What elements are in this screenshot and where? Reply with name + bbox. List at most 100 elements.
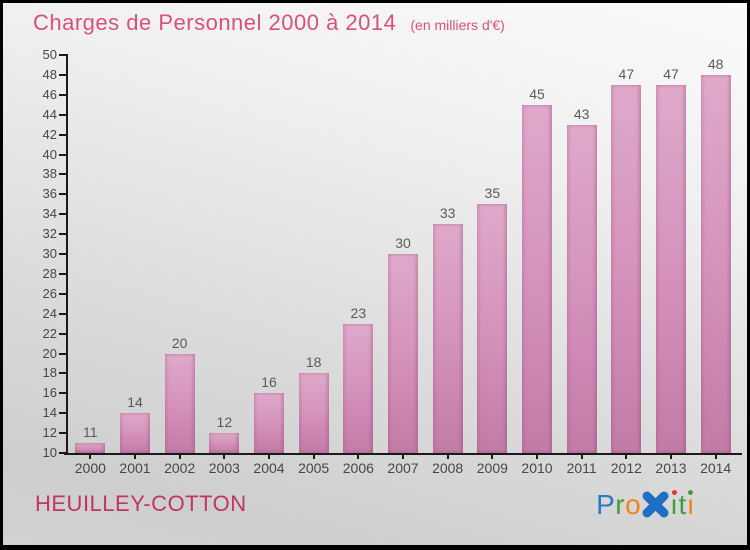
y-tick-mark <box>59 292 66 295</box>
y-tick-label: 20 <box>42 345 57 361</box>
y-tick-label: 48 <box>42 66 57 82</box>
x-tick-mark <box>402 455 404 459</box>
y-tick-label: 46 <box>42 86 57 102</box>
y-tick-label: 36 <box>42 186 57 202</box>
x-tick-label: 2007 <box>387 460 419 476</box>
y-tick-mark <box>59 153 66 156</box>
x-tick-mark <box>268 455 270 459</box>
chart-title: Charges de Personnel 2000 à 2014 <box>33 10 397 35</box>
x-tick-label: 2002 <box>164 460 196 476</box>
commune-name: HEUILLEY-COTTON <box>35 491 247 516</box>
bar-value-label: 11 <box>83 424 98 441</box>
bar-value-label: 14 <box>127 394 143 411</box>
y-tick-label: 34 <box>42 206 57 222</box>
y-tick-label: 26 <box>42 285 57 301</box>
y-tick-mark <box>59 193 66 196</box>
x-tick-label: 2004 <box>253 460 285 476</box>
proxiti-logo[interactable]: Pro ıt ı <box>596 489 695 521</box>
y-tick-mark <box>59 73 66 76</box>
bar-2014 <box>700 74 731 453</box>
x-tick-label: 2009 <box>476 460 508 476</box>
bar-2011 <box>566 124 597 453</box>
x-tick-label: 2011 <box>566 460 597 476</box>
bar-value-label: 45 <box>529 85 545 102</box>
y-tick-mark <box>59 213 66 216</box>
bar-value-label: 18 <box>305 354 322 371</box>
bar-2005 <box>298 373 329 453</box>
bar-2012 <box>611 84 642 453</box>
bar-2007 <box>388 254 418 453</box>
y-tick-mark <box>59 54 66 56</box>
x-tick-label: 2010 <box>521 460 553 476</box>
bar-chart-plot: 10 12 14 16 18 20 22 24 26 28 30 32 34 36 38 40 42 44 46 48… <box>3 3 747 545</box>
logo-i-dot <box>671 490 677 495</box>
bar-value-label: 12 <box>216 414 233 431</box>
x-tick-label: 2013 <box>655 460 687 476</box>
y-tick-mark <box>59 253 66 255</box>
x-axis-line <box>64 453 742 455</box>
x-tick-label: 2008 <box>432 460 464 476</box>
bar-2001 <box>120 413 150 453</box>
x-tick-label: 2005 <box>298 460 330 476</box>
y-tick-mark <box>59 272 66 275</box>
y-tick-label: 44 <box>42 106 57 122</box>
bar-value-label: 23 <box>350 304 367 321</box>
logo-letter-i: ı <box>686 489 695 520</box>
x-tick-label: 2006 <box>342 460 374 476</box>
x-tick-mark <box>625 455 628 459</box>
x-tick-mark <box>89 455 92 459</box>
y-tick-mark <box>59 412 66 415</box>
x-tick-mark <box>312 455 315 459</box>
y-tick-mark <box>59 352 66 355</box>
bar-2004 <box>254 393 284 453</box>
bar-2000 <box>75 443 106 453</box>
y-axis-line <box>66 54 68 455</box>
y-tick-label: 38 <box>42 166 57 182</box>
y-tick-label: 30 <box>42 246 57 261</box>
bar-2003 <box>209 433 240 453</box>
x-tick-mark <box>178 455 181 459</box>
x-tick-label: 2000 <box>74 460 106 476</box>
y-tick-mark <box>59 452 66 454</box>
y-tick-label: 16 <box>42 385 57 401</box>
logo-letter-o: o <box>625 489 642 520</box>
bar-value-label: 20 <box>171 334 188 351</box>
y-tick-mark <box>59 372 66 375</box>
y-tick-mark <box>59 233 66 236</box>
bar-2009 <box>477 204 508 453</box>
x-tick-mark <box>670 455 672 459</box>
y-tick-mark <box>59 432 66 435</box>
y-tick-label: 10 <box>42 445 57 460</box>
y-tick-mark <box>59 113 66 116</box>
bar-2013 <box>656 84 686 453</box>
y-tick-label: 24 <box>42 305 57 321</box>
y-tick-label: 18 <box>42 365 57 381</box>
x-tick-label: 2003 <box>208 460 240 476</box>
bar-value-label: 48 <box>707 55 724 72</box>
x-tick-mark <box>357 455 360 459</box>
y-tick-mark <box>59 93 66 96</box>
x-tick-mark <box>134 455 136 459</box>
y-tick-label: 28 <box>42 265 57 281</box>
chart-unit-note: (en milliers d'€) <box>410 17 505 33</box>
x-tick-mark <box>223 455 226 459</box>
x-tick-mark <box>580 455 583 459</box>
bar-2008 <box>432 224 463 453</box>
bar-2002 <box>164 353 195 453</box>
logo-letter-P: P <box>596 489 616 520</box>
logo-i-dot <box>688 490 694 495</box>
y-tick-label: 50 <box>42 47 57 62</box>
logo-letter-i: ı <box>670 489 679 520</box>
bar-value-label: 16 <box>261 374 277 391</box>
y-tick-label: 32 <box>42 226 57 242</box>
x-tick-mark <box>714 455 717 459</box>
y-tick-mark <box>59 173 66 176</box>
bar-value-label: 47 <box>618 65 635 82</box>
y-tick-mark <box>59 392 66 395</box>
bar-value-label: 30 <box>395 235 411 251</box>
y-tick-label: 40 <box>42 146 57 162</box>
bar-value-label: 43 <box>573 105 590 122</box>
x-tick-label: 2001 <box>119 460 151 476</box>
x-tick-mark <box>536 455 538 459</box>
